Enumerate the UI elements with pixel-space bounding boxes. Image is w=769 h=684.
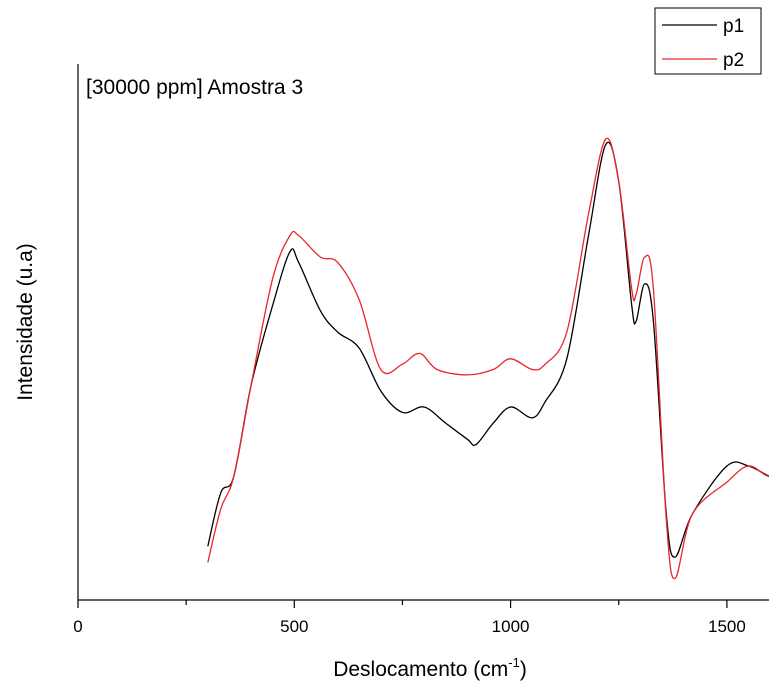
legend-label-p2: p2 [723,50,744,71]
x-tick-label: 1000 [492,617,530,636]
x-tick-label: 1500 [708,617,746,636]
x-axis-title-main: Deslocamento (cm [333,658,508,681]
x-axis-title: Deslocamento (cm-1) [333,655,527,681]
x-tick-label: 500 [280,617,308,636]
x-ticks [77,600,728,608]
y-axis-title: Intensidade (u.a) [14,243,37,401]
x-tick-label: 0 [73,617,82,636]
x-tick-labels: 0 500 1000 1500 2000 2500 3000 [73,617,746,636]
series-line-p2 [207,137,769,580]
legend: p1 p2 [654,7,762,75]
series-line-p1 [207,141,769,558]
series-layer [207,137,769,580]
legend-box [654,7,762,75]
x-axis-title-superscript: -1 [508,655,520,670]
chart-annotation: [30000 ppm] Amostra 3 [86,76,303,99]
legend-label-p1: p1 [723,16,744,37]
x-axis-title-close: ) [520,658,527,681]
